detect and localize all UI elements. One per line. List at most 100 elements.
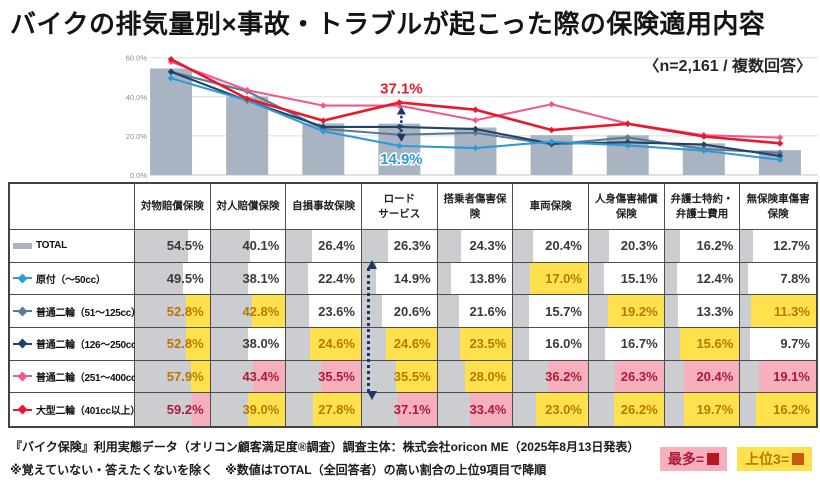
cell-data-bar [513,295,529,327]
data-point-marker [319,117,327,124]
cell-data-bar [740,328,750,360]
table-cell: 24.6% [361,328,438,361]
cell-value: 7.8% [780,270,810,286]
table-cell: 13.8% [437,262,514,296]
cell-data-bar [588,360,615,393]
cell-data-bar [664,328,680,360]
table-cell: 9.7% [740,328,816,361]
table-cell: 27.8% [286,393,362,426]
table-cell: 7.8% [740,262,816,296]
cell-data-bar [135,262,183,295]
cell-value: 19.7% [696,402,734,418]
cell-data-bar [740,262,748,295]
row-label-text: TOTAL [36,240,67,252]
cell-data-bar [513,262,530,295]
cell-value: 19.2% [620,303,658,319]
row-label: 原付（～50cc） [10,262,135,296]
legend-top3-label: 上位3= [745,451,789,467]
cell-data-bar [740,393,757,426]
cell-data-bar [437,360,465,393]
cell-data-bar [664,360,685,393]
row-label-text: 原付（～50cc） [36,274,106,286]
table-cell: 11.3% [740,295,816,328]
column-header: 無保険車傷害 保険 [740,184,816,230]
cell-data-bar [588,393,615,426]
table-cell: 37.1% [361,393,438,426]
cell-value: 37.1% [393,402,431,418]
data-point-marker [167,74,175,82]
table-cell: 15.1% [588,262,665,296]
table-cell: 23.0% [513,393,589,426]
table-cell: 15.7% [513,295,589,328]
table-cell: 40.1% [210,230,287,263]
cell-data-bar [588,328,606,360]
cell-data-bar [588,295,608,327]
cell-data-bar [513,328,529,360]
table-cell: 16.7% [588,328,665,361]
cell-data-bar [286,328,311,360]
table-cell: 16.2% [740,393,816,426]
line-legend-marker [13,371,32,382]
cell-data-bar [740,360,760,393]
data-point-marker [167,68,175,76]
cell-value: 16.7% [620,336,658,352]
line-legend-marker [13,338,32,349]
cell-data-bar [286,295,310,327]
cell-data-bar [361,230,388,262]
cell-data-bar [437,328,461,360]
column-header: 対人賠償保険 [210,184,287,230]
value-callout: 37.1% [380,80,423,97]
row-label: 普通二輪（126～250cc） [10,328,146,361]
cell-data-bar [286,262,309,295]
legend-top3-badge: 上位3= [737,447,812,471]
data-table: 対物賠償保険 対人賠償保険 自損事故保険 ロード サービス 搭乗者傷害保 険車両保険 人身… [8,182,818,428]
column-header: 対物賠償保険 [135,184,211,230]
table-cell: 38.0% [210,328,287,361]
cell-value: 59.2% [166,402,204,418]
cell-data-bar [588,262,604,295]
bar-legend-swatch [13,240,32,251]
table-cell: 19.2% [588,295,665,328]
table-cell: 16.0% [513,328,589,361]
cell-value: 42.8% [242,303,280,319]
cell-value: 52.8% [166,336,204,352]
cell-value: 13.8% [469,270,507,286]
cell-data-bar [210,295,253,327]
legend-most-badge: 最多= [659,447,728,471]
row-label: TOTAL [10,230,135,263]
cell-data-bar [664,295,678,327]
table-cell: 24.6% [286,328,362,361]
table-cell: 12.7% [740,230,816,263]
cell-value: 40.1% [242,238,280,254]
cell-value: 27.8% [318,402,355,418]
table-cell: 43.4% [210,360,287,394]
legend-most-swatch [707,453,720,465]
cell-value: 20.4% [696,368,734,384]
row-label: 大型二輪（401cc以上） [10,393,140,426]
table-cell: 20.4% [513,230,589,263]
row-label-text: 大型二輪（401cc以上） [36,406,140,418]
cell-value: 9.7% [780,336,810,352]
total-bar [150,68,193,175]
table-cell: 28.0% [437,360,514,394]
source-notes: 『バイク保険』利用実態データ（オリコン顧客満足度®調査）調査主体：株式会社ori… [10,436,639,482]
line-legend-marker [13,306,32,317]
table-cell: 23.5% [437,328,514,361]
cell-value: 35.5% [393,368,431,384]
cell-data-bar [135,230,188,262]
cell-data-bar [437,393,471,426]
gap-arrow-head-up [396,106,406,115]
table-corner-cell [10,184,135,230]
table-cell: 12.4% [664,262,741,296]
cell-value: 26.3% [620,368,658,384]
cell-value: 17.0% [545,270,582,286]
cell-value: 19.1% [773,368,810,384]
source-line: 『バイク保険』利用実態データ（オリコン顧客満足度®調査）調査主体：株式会社ori… [10,440,640,454]
table-cell: 39.0% [210,393,287,426]
highlight-legend: 最多= 上位3= [659,447,812,471]
cell-value: 15.7% [545,303,582,319]
cell-data-bar [437,230,462,262]
row-label: 普通二輪（51～125cc） [10,295,141,328]
cell-data-bar [740,295,752,327]
cell-data-bar [286,393,314,426]
